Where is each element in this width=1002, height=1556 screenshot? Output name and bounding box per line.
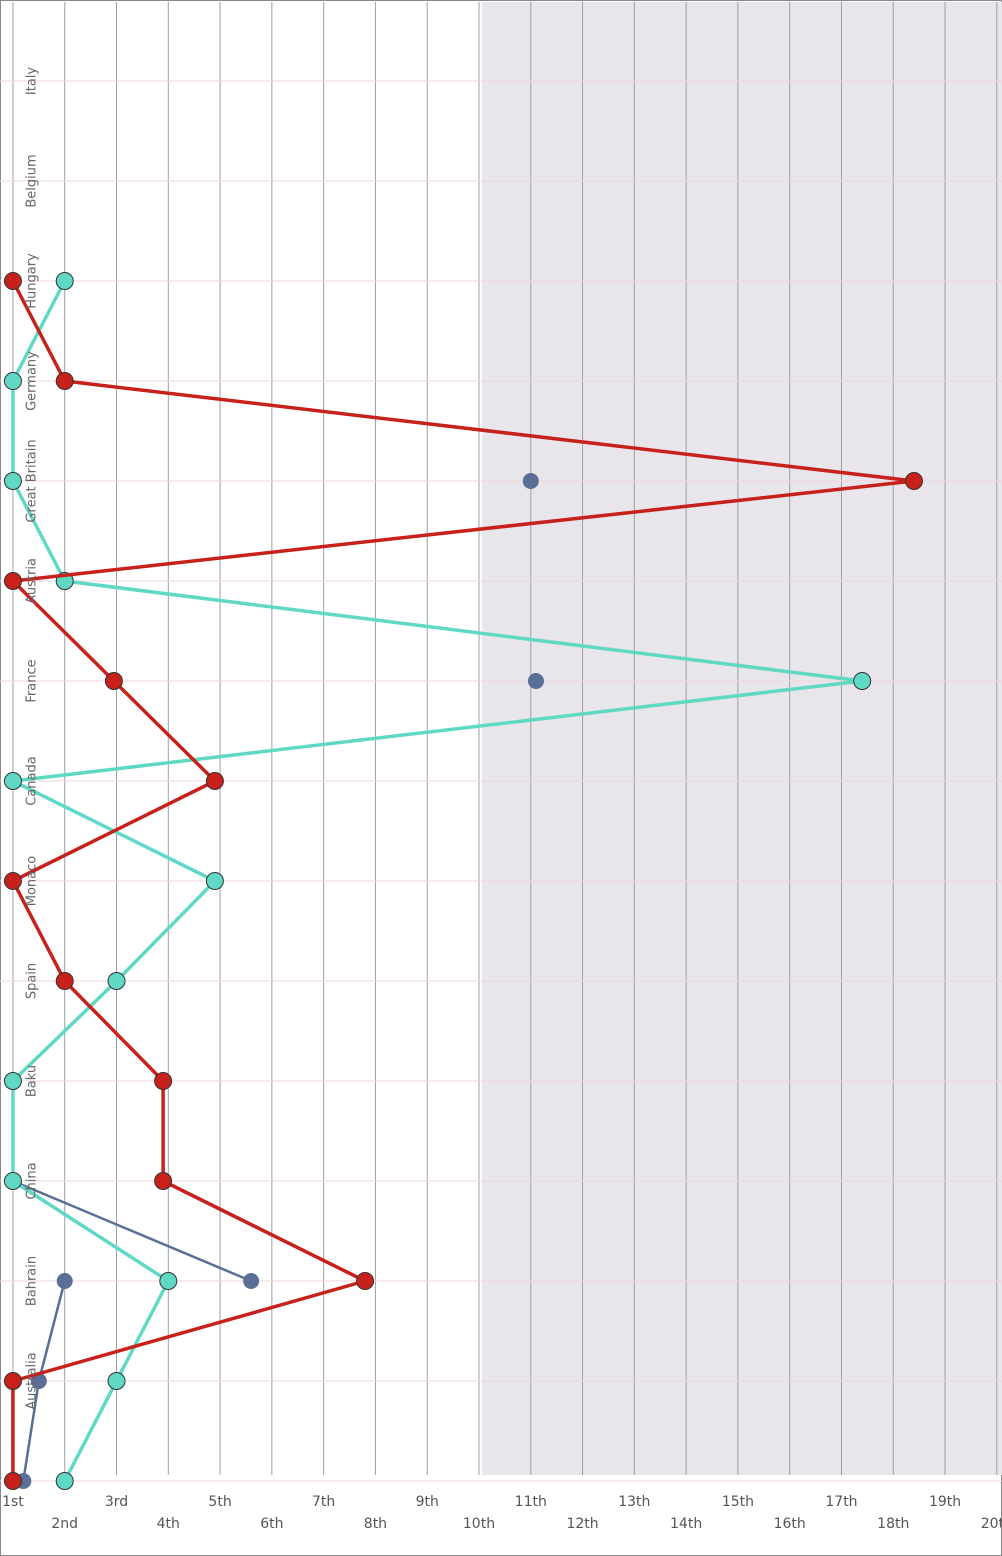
- series-point: [107, 1372, 126, 1390]
- series-line: [12, 1179, 252, 1283]
- series-point: [104, 672, 123, 690]
- series-point: [3, 472, 22, 490]
- category-label: France: [25, 659, 40, 702]
- x-tick-label: 3rd: [105, 1494, 128, 1510]
- x-tick-label: 18th: [877, 1516, 909, 1532]
- series-point: [3, 572, 22, 590]
- x-tick-label: 13th: [618, 1494, 650, 1510]
- series-point: [853, 672, 872, 690]
- category-label: Canada: [25, 756, 40, 805]
- category-label: Austria: [25, 558, 40, 604]
- x-tick-label: 4th: [157, 1516, 180, 1532]
- category-label: Bahrain: [25, 1256, 40, 1306]
- series-point: [154, 1172, 173, 1190]
- series-point: [3, 1472, 22, 1490]
- series-point: [107, 972, 126, 990]
- series-point: [356, 1272, 375, 1290]
- x-tick-label: 17th: [825, 1494, 857, 1510]
- x-tick-label: 9th: [416, 1494, 439, 1510]
- x-tick-label: 10th: [463, 1516, 495, 1532]
- series-point: [3, 372, 22, 390]
- x-tick-label: 15th: [722, 1494, 754, 1510]
- x-tick-label: 11th: [515, 1494, 547, 1510]
- x-tick-label: 6th: [260, 1516, 283, 1532]
- category-label: Australia: [25, 1352, 40, 1410]
- category-label: Monaco: [25, 856, 40, 907]
- series-point: [522, 473, 539, 489]
- category-label: Belgium: [25, 154, 40, 207]
- category-label: Hungary: [25, 253, 40, 309]
- series-point: [3, 1072, 22, 1090]
- x-tick-label: 1st: [2, 1494, 24, 1510]
- series-point: [205, 772, 224, 790]
- series-point: [55, 972, 74, 990]
- series-point: [55, 1472, 74, 1490]
- series-point: [205, 872, 224, 890]
- category-label: Germany: [25, 351, 40, 411]
- series-point: [159, 1272, 178, 1290]
- x-tick-label: 14th: [670, 1516, 702, 1532]
- series-point: [3, 272, 22, 290]
- x-tick-label: 2nd: [51, 1516, 78, 1532]
- x-tick-label: 19th: [929, 1494, 961, 1510]
- series-point: [243, 1273, 260, 1289]
- x-tick-label: 8th: [364, 1516, 387, 1532]
- category-label: Baku: [25, 1065, 40, 1097]
- series-point: [56, 1273, 73, 1289]
- x-tick-label: 5th: [208, 1494, 231, 1510]
- series-point: [3, 1372, 22, 1390]
- shaded-region: [482, 2, 1002, 1475]
- x-tick-label: 16th: [774, 1516, 806, 1532]
- category-label: China: [25, 1162, 40, 1199]
- series-point: [904, 472, 923, 490]
- series-point: [3, 872, 22, 890]
- series-point: [55, 372, 74, 390]
- x-tick-label: 12th: [566, 1516, 598, 1532]
- series-point: [30, 1373, 47, 1389]
- x-tick-label: 7th: [312, 1494, 335, 1510]
- series-point: [527, 673, 544, 689]
- series-point: [3, 772, 22, 790]
- category-label: Spain: [25, 963, 40, 999]
- x-tick-label: 20th: [981, 1516, 1002, 1532]
- series-point: [3, 1172, 22, 1190]
- series-point: [154, 1072, 173, 1090]
- category-label: Italy: [25, 67, 40, 96]
- series-point: [55, 272, 74, 290]
- category-label: Great Britain: [25, 439, 40, 522]
